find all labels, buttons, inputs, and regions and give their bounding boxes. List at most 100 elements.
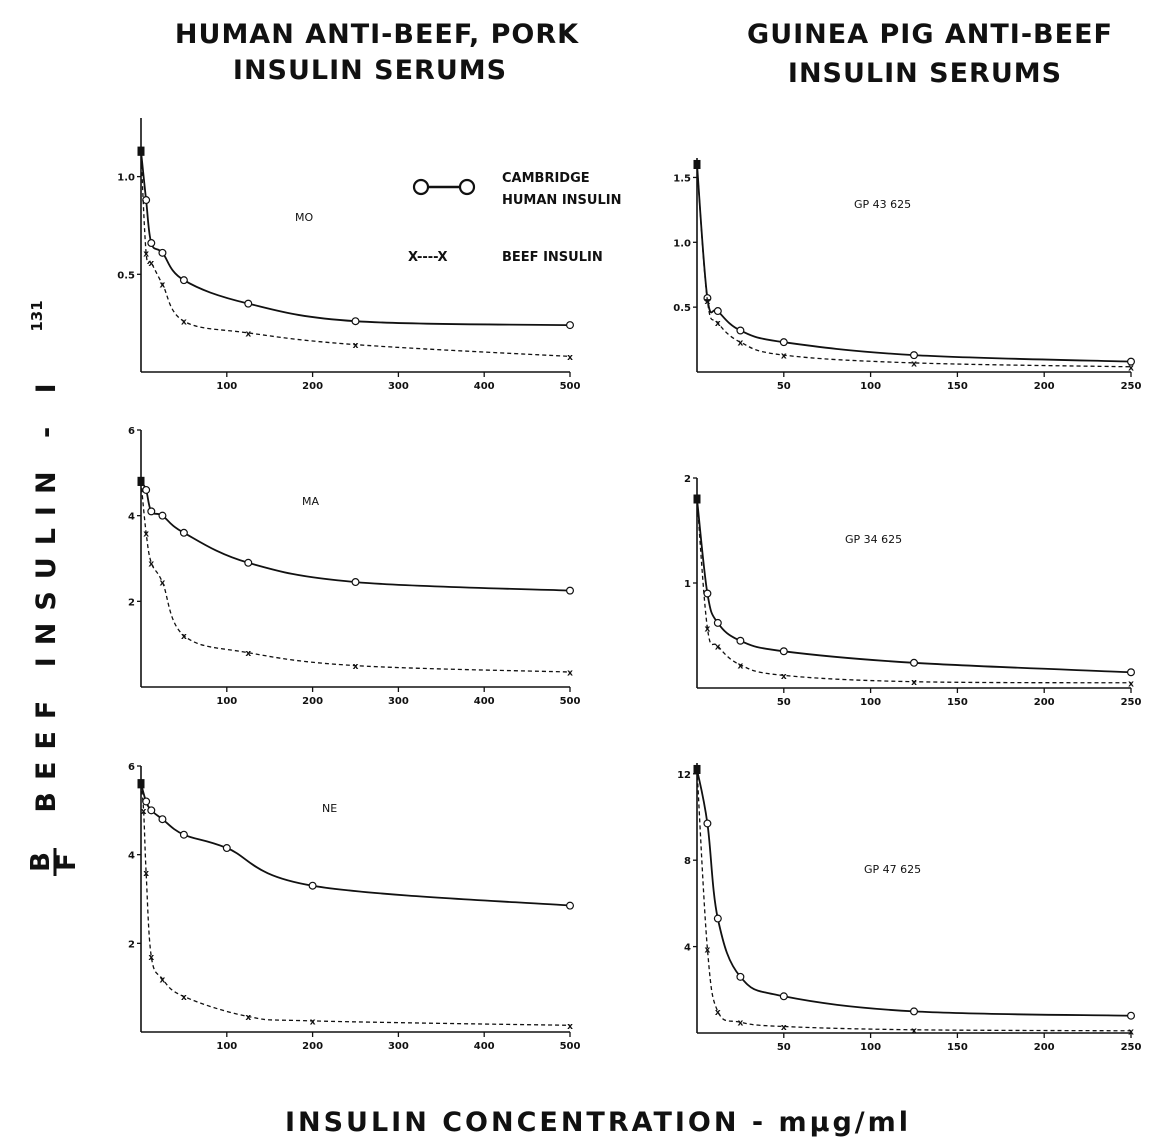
cambridge-series-line — [696, 164, 1132, 363]
cambridge-data-point — [179, 528, 188, 537]
cambridge-data-point — [179, 276, 188, 285]
panel-6: 50 100 150 200 250 4 8 12 GP 47 625 x x x x x x — [677, 763, 1141, 1053]
y-tick-label: 2 — [128, 597, 135, 608]
y-tick-label: 1.5 — [673, 173, 691, 184]
cambridge-data-point — [565, 901, 574, 910]
beef-data-point: x — [148, 559, 154, 569]
x-tick-label: 50 — [777, 1042, 791, 1053]
beef-data-point: x — [567, 1022, 573, 1032]
cambridge-data-point — [909, 1007, 918, 1016]
cambridge-data-point — [351, 578, 360, 587]
beef-data-point: x — [160, 281, 166, 291]
x-tick-label: 200 — [302, 1041, 323, 1052]
cambridge-series-line — [140, 783, 571, 907]
cambridge-series-line — [696, 769, 1132, 1017]
x-tick-label: 50 — [777, 381, 791, 392]
cambridge-data-point — [244, 299, 253, 308]
x-tick-label: 150 — [947, 1042, 968, 1053]
cambridge-data-point — [736, 972, 745, 981]
cambridge-data-point — [779, 992, 788, 1001]
left-column-title-line1: HUMAN ANTI-BEEF, PORK — [175, 19, 579, 50]
cambridge-series-line — [696, 498, 1132, 674]
y-tick-label: 0.5 — [117, 270, 135, 281]
y-tick-label: 4 — [684, 943, 691, 954]
zero-concentration-point — [693, 764, 701, 774]
x-tick-label: 100 — [860, 697, 881, 708]
cambridge-data-point — [713, 914, 722, 923]
legend: CAMBRIDGE HUMAN INSULIN X----X BEEF INSU… — [408, 171, 621, 265]
legend-cambridge-label-line2: HUMAN INSULIN — [502, 193, 621, 208]
x-tick-label: 200 — [1034, 1042, 1055, 1053]
legend-beef-symbol: X----X — [408, 250, 448, 265]
x-tick-label: 300 — [388, 1041, 409, 1052]
y-tick-label: 12 — [677, 770, 691, 781]
y-axis-fraction-numerator: B — [26, 852, 56, 872]
beef-data-point: x — [715, 1008, 721, 1018]
cambridge-data-point — [158, 815, 167, 824]
beef-data-point: x — [911, 359, 917, 369]
beef-data-point: x — [781, 1023, 787, 1033]
beef-data-point: x — [567, 669, 573, 679]
beef-data-point: x — [245, 329, 251, 339]
panel-label: GP 34 625 — [845, 533, 902, 546]
cambridge-data-point — [909, 658, 918, 667]
x-tick-label: 200 — [302, 696, 323, 707]
y-tick-label: 1.0 — [117, 173, 135, 184]
x-tick-label: 300 — [388, 381, 409, 392]
y-tick-label: 4 — [128, 512, 135, 523]
panel-2: 50 100 150 200 250 0.5 1.0 1.5 GP 43 625 x x x x x x — [673, 158, 1141, 392]
beef-data-point: x — [737, 1019, 743, 1029]
beef-data-point: x — [705, 625, 711, 635]
x-tick-label: 400 — [474, 1041, 495, 1052]
y-axis-superscript: 131 — [28, 300, 46, 331]
cambridge-data-point — [779, 338, 788, 347]
zero-concentration-point — [137, 476, 145, 486]
cambridge-data-point — [147, 239, 156, 248]
beef-data-point: x — [911, 1026, 917, 1036]
legend-circle-marker-right — [458, 178, 476, 196]
panel-label: MO — [295, 211, 313, 224]
y-axis-label: BEEF INSULIN - I — [31, 371, 62, 812]
y-tick-label: 0.5 — [673, 303, 691, 314]
beef-data-point: x — [141, 807, 147, 817]
right-column-title-line1: GUINEA PIG ANTI-BEEF — [747, 19, 1113, 50]
x-tick-label: 400 — [474, 696, 495, 707]
x-axis-label: INSULIN CONCENTRATION - mµg/ml — [285, 1107, 911, 1138]
beef-data-point: x — [737, 339, 743, 349]
x-tick-label: 200 — [302, 381, 323, 392]
right-column-title-line2: INSULIN SERUMS — [788, 58, 1062, 89]
beef-data-point: x — [353, 662, 359, 672]
beef-data-point: x — [911, 678, 917, 688]
beef-data-point: x — [143, 529, 149, 539]
cambridge-data-point — [703, 589, 712, 598]
beef-data-point: x — [245, 649, 251, 659]
beef-data-point: x — [567, 353, 573, 363]
x-tick-label: 250 — [1121, 697, 1142, 708]
legend-cambridge-label-line1: CAMBRIDGE — [502, 171, 590, 186]
beef-series-line — [696, 498, 1132, 684]
x-tick-label: 100 — [216, 1041, 237, 1052]
x-tick-label: 500 — [560, 1041, 581, 1052]
cambridge-data-point — [147, 507, 156, 516]
cambridge-data-point — [1126, 668, 1135, 677]
cambridge-data-point — [142, 797, 151, 806]
cambridge-data-point — [703, 819, 712, 828]
zero-concentration-point — [137, 779, 145, 789]
zero-concentration-point — [693, 494, 701, 504]
beef-data-point: x — [148, 953, 154, 963]
beef-data-point: x — [181, 318, 187, 328]
cambridge-data-point — [222, 844, 231, 853]
x-tick-label: 150 — [947, 697, 968, 708]
beef-data-point: x — [1128, 1027, 1134, 1037]
zero-concentration-point — [693, 159, 701, 169]
x-tick-label: 300 — [388, 696, 409, 707]
y-tick-label: 1 — [684, 579, 691, 590]
x-tick-label: 100 — [216, 696, 237, 707]
cambridge-data-point — [779, 647, 788, 656]
cambridge-data-point — [308, 881, 317, 890]
